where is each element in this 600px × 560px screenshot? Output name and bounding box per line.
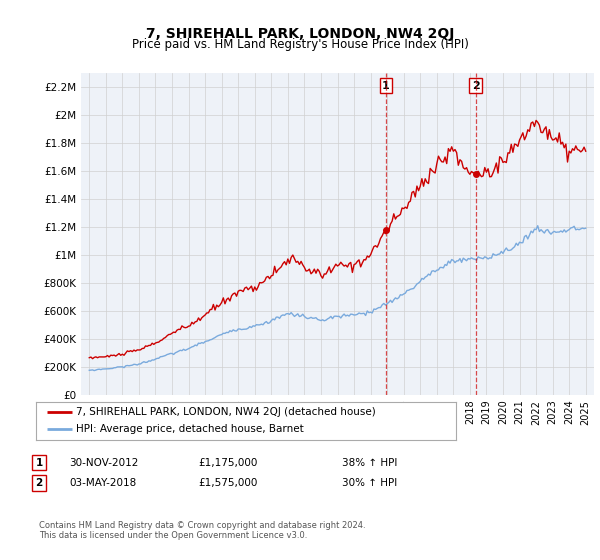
Text: 30% ↑ HPI: 30% ↑ HPI bbox=[342, 478, 397, 488]
Text: 1: 1 bbox=[382, 81, 389, 91]
Text: £1,175,000: £1,175,000 bbox=[198, 458, 257, 468]
Text: 7, SHIREHALL PARK, LONDON, NW4 2QJ: 7, SHIREHALL PARK, LONDON, NW4 2QJ bbox=[146, 27, 454, 41]
Text: This data is licensed under the Open Government Licence v3.0.: This data is licensed under the Open Gov… bbox=[39, 531, 307, 540]
Text: 38% ↑ HPI: 38% ↑ HPI bbox=[342, 458, 397, 468]
Text: 2: 2 bbox=[35, 478, 43, 488]
Text: HPI: Average price, detached house, Barnet: HPI: Average price, detached house, Barn… bbox=[76, 424, 304, 435]
Text: £1,575,000: £1,575,000 bbox=[198, 478, 257, 488]
Text: Price paid vs. HM Land Registry's House Price Index (HPI): Price paid vs. HM Land Registry's House … bbox=[131, 38, 469, 52]
Text: 03-MAY-2018: 03-MAY-2018 bbox=[69, 478, 136, 488]
Text: 7, SHIREHALL PARK, LONDON, NW4 2QJ (detached house): 7, SHIREHALL PARK, LONDON, NW4 2QJ (deta… bbox=[76, 407, 376, 417]
Text: 1: 1 bbox=[35, 458, 43, 468]
Text: 30-NOV-2012: 30-NOV-2012 bbox=[69, 458, 139, 468]
Text: Contains HM Land Registry data © Crown copyright and database right 2024.: Contains HM Land Registry data © Crown c… bbox=[39, 521, 365, 530]
Text: 2: 2 bbox=[472, 81, 479, 91]
